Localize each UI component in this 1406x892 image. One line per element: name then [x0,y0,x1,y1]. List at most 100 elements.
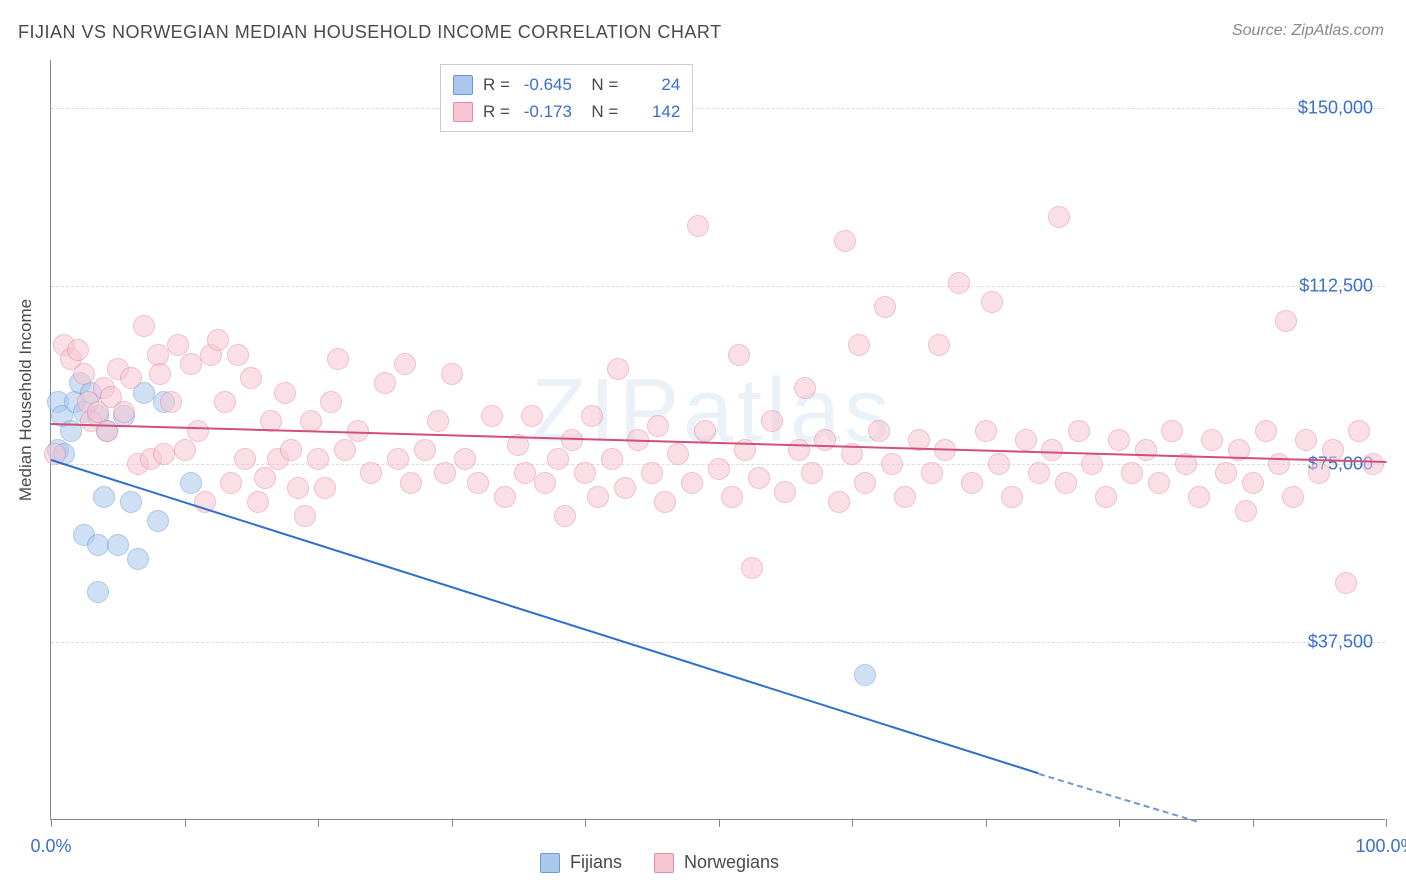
n-label: N = [582,71,618,98]
data-point [434,462,456,484]
data-point [180,472,202,494]
data-point [160,391,182,413]
data-point [113,401,135,423]
x-tick [1253,819,1254,827]
data-point [981,291,1003,313]
data-point [1322,439,1344,461]
data-point [1095,486,1117,508]
data-point [1068,420,1090,442]
x-tick [452,819,453,827]
data-point [1215,462,1237,484]
data-point [848,334,870,356]
data-point [1148,472,1170,494]
data-point [167,334,189,356]
data-point [1362,453,1384,475]
data-point [187,420,209,442]
data-point [87,581,109,603]
data-point [454,448,476,470]
r-label: R = [483,98,510,125]
data-point [481,405,503,427]
data-point [814,429,836,451]
data-point [153,443,175,465]
data-point [988,453,1010,475]
data-point [254,467,276,489]
data-point [287,477,309,499]
data-point [828,491,850,513]
r-value: -0.645 [520,71,572,98]
data-point [1268,453,1290,475]
data-point [581,405,603,427]
data-point [414,439,436,461]
legend-label: Fijians [570,852,622,873]
data-point [801,462,823,484]
data-point [1048,206,1070,228]
data-point [728,344,750,366]
y-tick-label: $112,500 [1299,275,1373,296]
data-point [1255,420,1277,442]
data-point [307,448,329,470]
data-point [1201,429,1223,451]
data-point [687,215,709,237]
data-point [300,410,322,432]
data-point [96,420,118,442]
data-point [314,477,336,499]
data-point [247,491,269,513]
data-point [854,472,876,494]
data-point [881,453,903,475]
data-point [427,410,449,432]
data-point [334,439,356,461]
data-point [274,382,296,404]
data-point [614,477,636,499]
data-point [234,448,256,470]
correlation-legend: R = -0.645 N = 24R = -0.173 N = 142 [440,64,693,132]
plot-area: ZIPatlas $37,500$75,000$112,500$150,0000… [50,60,1385,820]
x-tick [51,819,52,827]
data-point [400,472,422,494]
data-point [127,548,149,570]
data-point [921,462,943,484]
data-point [794,377,816,399]
data-point [180,353,202,375]
data-point [174,439,196,461]
x-tick [185,819,186,827]
data-point [294,505,316,527]
data-point [1161,420,1183,442]
data-point [374,372,396,394]
data-point [1041,439,1063,461]
data-point [1295,429,1317,451]
data-point [521,405,543,427]
data-point [67,339,89,361]
data-point [120,367,142,389]
legend-item: Fijians [540,852,622,873]
data-point [654,491,676,513]
legend-item: Norwegians [654,852,779,873]
legend-label: Norwegians [684,852,779,873]
n-value: 24 [628,71,680,98]
data-point [534,472,556,494]
x-tick-label: 0.0% [30,836,71,857]
data-point [1275,310,1297,332]
data-point [961,472,983,494]
data-point [360,462,382,484]
data-point [1081,453,1103,475]
data-point [207,329,229,351]
data-point [607,358,629,380]
data-point [1308,462,1330,484]
data-point [975,420,997,442]
data-point [514,462,536,484]
trend-line [1039,773,1197,822]
data-point [347,420,369,442]
data-point [1121,462,1143,484]
data-point [1282,486,1304,508]
r-value: -0.173 [520,98,572,125]
data-point [320,391,342,413]
data-point [681,472,703,494]
data-point [741,557,763,579]
x-tick [318,819,319,827]
data-point [280,439,302,461]
data-point [227,344,249,366]
data-point [1335,572,1357,594]
data-point [220,472,242,494]
data-point [394,353,416,375]
data-point [574,462,596,484]
